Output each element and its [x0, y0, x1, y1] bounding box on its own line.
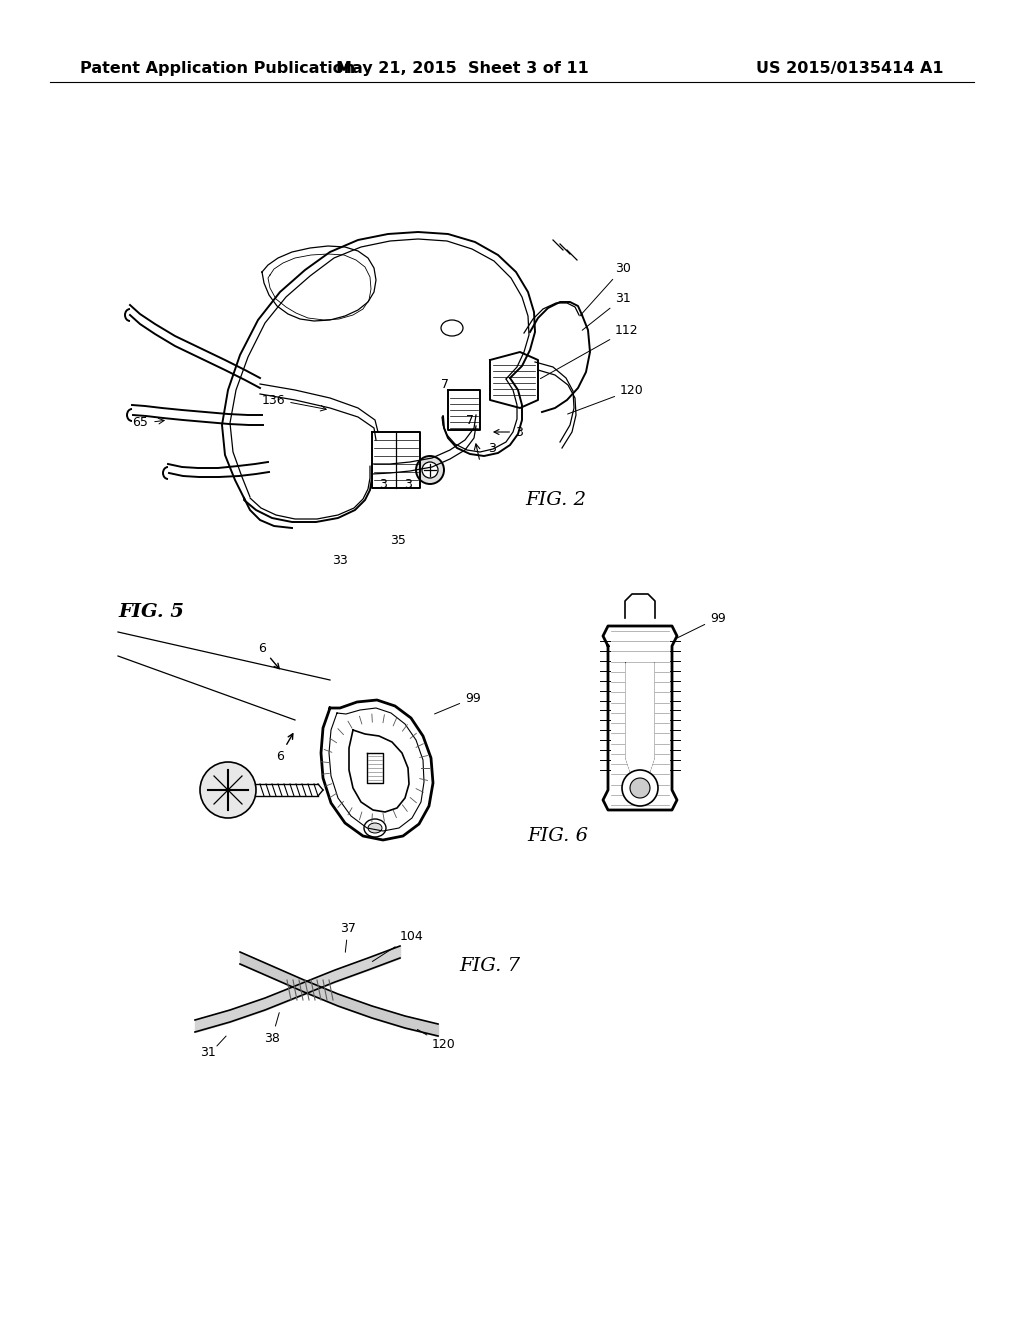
Ellipse shape: [441, 319, 463, 337]
Text: 31: 31: [200, 1045, 216, 1059]
Text: 3: 3: [494, 425, 523, 438]
Text: 3: 3: [488, 441, 496, 454]
Text: 33: 33: [332, 553, 348, 566]
Text: 3: 3: [379, 479, 387, 491]
Text: FIG. 7: FIG. 7: [460, 957, 520, 975]
Text: 7: 7: [441, 379, 449, 392]
Text: 3: 3: [404, 479, 412, 491]
Text: US 2015/0135414 A1: US 2015/0135414 A1: [757, 61, 944, 75]
Text: 112: 112: [541, 323, 639, 379]
Text: 65: 65: [132, 416, 148, 429]
Circle shape: [200, 762, 256, 818]
Circle shape: [630, 777, 650, 799]
Text: 6: 6: [276, 734, 293, 763]
Text: 7: 7: [466, 413, 474, 426]
Text: FIG. 2: FIG. 2: [525, 491, 587, 510]
Ellipse shape: [368, 822, 382, 833]
Text: 99: 99: [676, 611, 726, 639]
Text: 120: 120: [567, 384, 644, 414]
Text: 31: 31: [583, 292, 631, 330]
Text: Patent Application Publication: Patent Application Publication: [80, 61, 355, 75]
Text: 35: 35: [390, 533, 406, 546]
Text: 30: 30: [580, 261, 631, 315]
Text: 136: 136: [261, 393, 285, 407]
Text: 38: 38: [264, 1012, 280, 1044]
Text: FIG. 6: FIG. 6: [527, 828, 589, 845]
Circle shape: [416, 455, 444, 484]
Circle shape: [422, 462, 438, 478]
Text: May 21, 2015  Sheet 3 of 11: May 21, 2015 Sheet 3 of 11: [336, 61, 589, 75]
Text: 37: 37: [340, 921, 356, 952]
Ellipse shape: [364, 818, 386, 837]
Circle shape: [622, 770, 658, 807]
Text: 120: 120: [418, 1030, 456, 1052]
Text: FIG. 5: FIG. 5: [118, 603, 184, 620]
Text: 99: 99: [434, 692, 480, 714]
Text: 6: 6: [258, 642, 280, 669]
Polygon shape: [626, 663, 654, 774]
Text: 104: 104: [373, 929, 424, 961]
